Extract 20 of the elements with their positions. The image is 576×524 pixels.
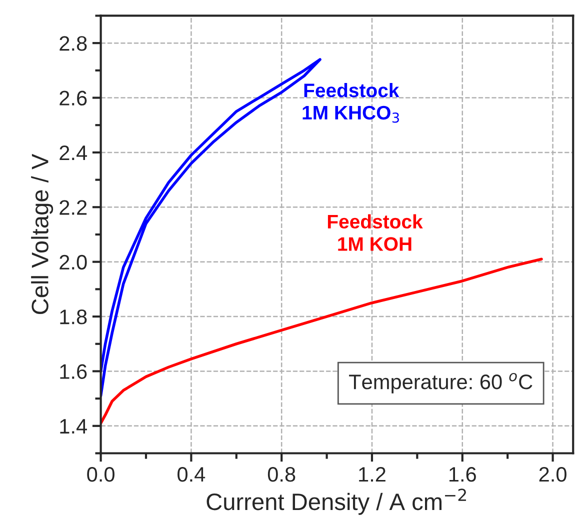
series-label: Feedstock 1M KOH (328, 214, 423, 251)
x-tick-label: 1.6 (449, 467, 476, 482)
y-tick-label: 2.6 (60, 90, 87, 106)
annotation: Temperature: 60 $^{o}$C (349, 372, 532, 394)
x-tick-label: 0.0 (87, 467, 114, 482)
y-tick-label: 2.4 (60, 145, 87, 160)
series-label: Feedstock 1M KHCO$_{3}$ (302, 82, 400, 123)
y-axis-title: Cell Voltage / V (31, 154, 54, 314)
x-axis-title: Current Density / A cm$^{−2}$ (206, 488, 466, 515)
y-tick-label: 2.8 (60, 36, 87, 51)
y-tick-label: 2.0 (60, 254, 87, 270)
x-tick-label: 0.8 (268, 467, 296, 482)
x-tick-label: 0.4 (178, 467, 206, 482)
y-tick-label: 1.6 (60, 364, 87, 379)
line-series (100, 258, 543, 425)
y-tick-label: 1.8 (60, 310, 87, 324)
y-tick-label: 1.4 (60, 419, 87, 434)
y-tick-label: 2.2 (60, 200, 87, 215)
x-tick-label: 2.0 (539, 467, 566, 482)
x-tick-label: 1.2 (359, 467, 386, 482)
